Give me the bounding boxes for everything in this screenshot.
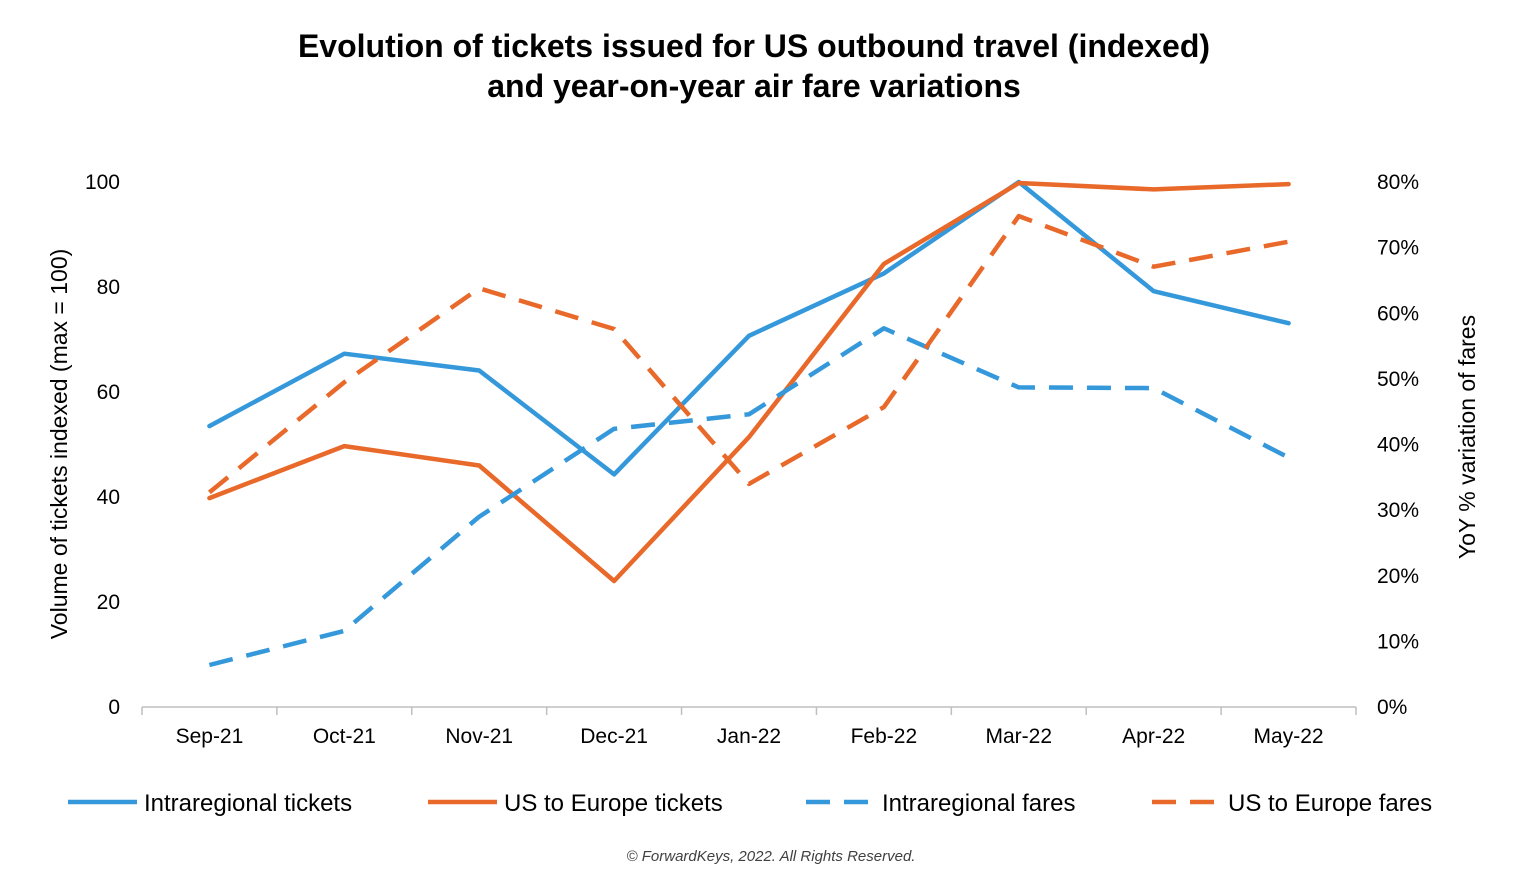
x-tick-label: Sep-21 — [176, 725, 244, 748]
x-axis-ticks — [141, 707, 1357, 715]
right-tick-label: 10% — [1377, 630, 1419, 653]
x-tick-label: Feb-22 — [851, 725, 918, 748]
series-line-us-to-europe-tickets — [207, 180, 1291, 584]
right-tick-label: 40% — [1377, 434, 1419, 457]
right-tick-label: 30% — [1377, 499, 1419, 522]
series-line-intraregional-fares — [208, 326, 1290, 668]
legend-label-intraregional-fares: Intraregional fares — [882, 790, 1075, 817]
right-tick-label: 20% — [1377, 565, 1419, 588]
x-tick-label: May-22 — [1254, 725, 1324, 748]
right-tick-label: 50% — [1377, 368, 1419, 391]
copyright-notice: © ForwardKeys, 2022. All Rights Reserved… — [627, 848, 916, 865]
chart-subtitle: and year-on-year air fare variations — [487, 68, 1021, 104]
left-tick-label: 20 — [97, 591, 120, 614]
series-lines — [207, 179, 1291, 668]
x-tick-label: Mar-22 — [986, 725, 1053, 748]
x-tick-label: Jan-22 — [717, 725, 781, 748]
left-axis-title: Volume of tickets indexed (max = 100) — [46, 249, 72, 640]
x-tick-label: Apr-22 — [1122, 725, 1185, 748]
x-tick-label: Oct-21 — [313, 725, 376, 748]
left-tick-label: 100 — [85, 171, 120, 194]
right-tick-label: 60% — [1377, 302, 1419, 325]
series-line-us-to-europe-fares — [207, 213, 1290, 495]
series-line-intraregional-tickets — [207, 179, 1291, 477]
x-axis-labels: Sep-21 Oct-21 Nov-21 Dec-21 Jan-22 Feb-22 Mar-… — [176, 725, 1324, 748]
legend-label-us-to-europe-tickets: US to Europe tickets — [504, 790, 723, 817]
x-tick-label: Nov-21 — [445, 725, 513, 748]
right-tick-label: 0% — [1377, 696, 1407, 719]
left-tick-label: 40 — [97, 486, 120, 509]
chart-title: Evolution of tickets issued for US outbo… — [298, 28, 1210, 64]
left-axis-labels: 0 20 40 60 80 100 — [85, 171, 120, 719]
x-tick-label: Dec-21 — [580, 725, 648, 748]
left-tick-label: 0 — [108, 696, 120, 719]
legend: Intraregional tickets US to Europe ticket… — [68, 790, 1432, 817]
right-axis-title: YoY % variation of fares — [1454, 315, 1480, 559]
right-axis-labels: 0% 10% 20% 30% 40% 50% 60% 70% 80% — [1377, 171, 1419, 719]
legend-label-us-to-europe-fares: US to Europe fares — [1228, 790, 1432, 817]
legend-label-intraregional-tickets: Intraregional tickets — [144, 790, 352, 817]
right-tick-label: 80% — [1377, 171, 1419, 194]
left-tick-label: 80 — [97, 276, 120, 299]
left-tick-label: 60 — [97, 381, 120, 404]
right-tick-label: 70% — [1377, 237, 1419, 260]
